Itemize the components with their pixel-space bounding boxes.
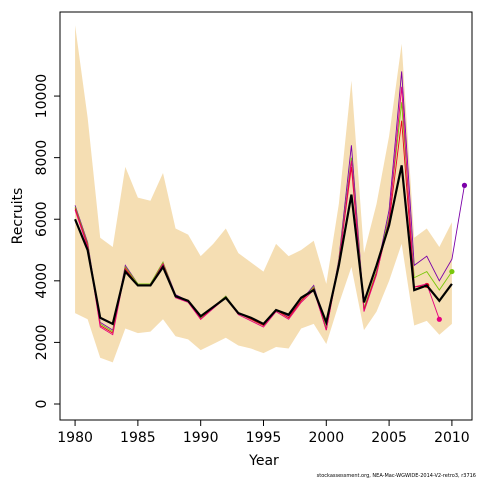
end-point (461, 182, 468, 188)
x-axis-label: Year (248, 453, 279, 469)
y-tick-label: 0 (34, 400, 50, 409)
x-tick-label: 2010 (434, 430, 470, 446)
y-tick-label: 4000 (34, 263, 50, 299)
plot-frame (59, 11, 473, 421)
y-axis-label: Recruits (10, 188, 26, 245)
y-tick-label: 2000 (34, 325, 50, 361)
series-line (74, 165, 453, 327)
x-tick-label: 1980 (57, 430, 93, 446)
y-tick-label: 8000 (34, 140, 50, 176)
x-tick-label: 1985 (120, 430, 156, 446)
x-tick-label: 1990 (183, 430, 219, 446)
x-tick-label: 2000 (308, 430, 344, 446)
y-tick-label: 10000 (34, 74, 50, 119)
footnote: stockassessment.org, NEA-Mac-WGWIDE-2014… (317, 473, 476, 479)
y-tick-label: 6000 (34, 201, 50, 237)
x-tick-label: 2005 (371, 430, 407, 446)
end-point (449, 268, 455, 275)
x-tick-label: 1995 (246, 430, 282, 446)
end-point (436, 316, 442, 322)
